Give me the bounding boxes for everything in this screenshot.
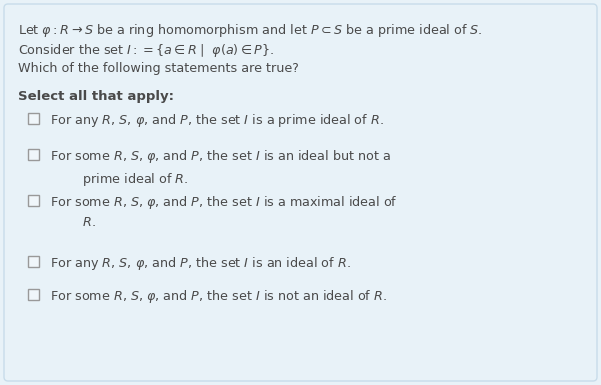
FancyBboxPatch shape (4, 4, 597, 381)
Text: Let $\varphi: R \rightarrow S$ be a ring homomorphism and let $P \subset S$ be a: Let $\varphi: R \rightarrow S$ be a ring… (18, 22, 483, 39)
Text: For any $R$, $S$, $\varphi$, and $P$, the set $I$ is a prime ideal of $R$.: For any $R$, $S$, $\varphi$, and $P$, th… (50, 112, 384, 129)
Bar (28, 256, 39, 267)
Bar (28, 113, 39, 124)
Text: Select all that apply:: Select all that apply: (18, 90, 174, 103)
Bar (28, 289, 39, 300)
Text: For any $R$, $S$, $\varphi$, and $P$, the set $I$ is an ideal of $R$.: For any $R$, $S$, $\varphi$, and $P$, th… (50, 255, 351, 272)
Text: Consider the set $I := \{a \in R\mid\ \varphi(a) \in P\}$.: Consider the set $I := \{a \in R\mid\ \v… (18, 42, 275, 59)
Text: For some $R$, $S$, $\varphi$, and $P$, the set $I$ is not an ideal of $R$.: For some $R$, $S$, $\varphi$, and $P$, t… (50, 288, 387, 305)
Text: Which of the following statements are true?: Which of the following statements are tr… (18, 62, 299, 75)
Bar (28, 195, 39, 206)
Text: For some $R$, $S$, $\varphi$, and $P$, the set $I$ is a maximal ideal of
       : For some $R$, $S$, $\varphi$, and $P$, t… (50, 194, 398, 229)
Text: For some $R$, $S$, $\varphi$, and $P$, the set $I$ is an ideal but not a
       : For some $R$, $S$, $\varphi$, and $P$, t… (50, 148, 391, 188)
Bar (28, 149, 39, 160)
